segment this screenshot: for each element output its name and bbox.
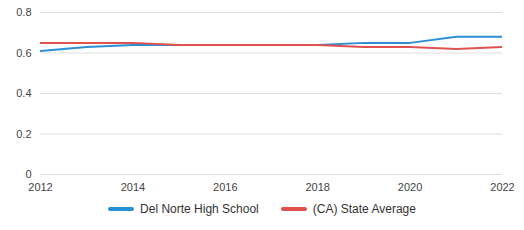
svg-text:2020: 2020 [398, 181, 422, 193]
svg-text:0.4: 0.4 [16, 87, 31, 99]
svg-text:2016: 2016 [213, 181, 237, 193]
svg-text:2018: 2018 [305, 181, 329, 193]
svg-text:2012: 2012 [28, 181, 52, 193]
svg-text:0: 0 [25, 168, 31, 180]
svg-text:0.6: 0.6 [16, 47, 31, 59]
svg-text:2022: 2022 [490, 181, 514, 193]
svg-text:0.2: 0.2 [16, 128, 31, 140]
svg-text:2014: 2014 [121, 181, 145, 193]
svg-text:0.8: 0.8 [16, 6, 31, 18]
html-text:(CA) State Average: (CA) State Average [312, 202, 416, 216]
html-text:Del Norte High School: Del Norte High School [140, 202, 259, 216]
